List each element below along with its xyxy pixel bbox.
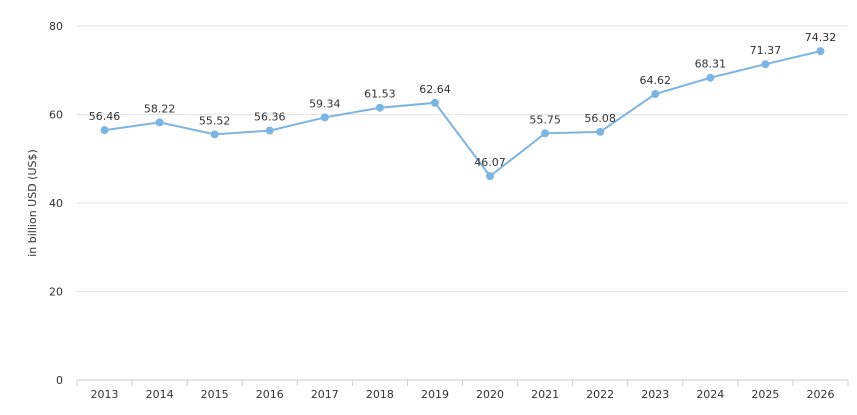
y-tick-label: 0 bbox=[56, 374, 63, 387]
y-axis-ticks: 0 20 40 60 80 bbox=[49, 20, 63, 387]
x-tick-label: 2017 bbox=[311, 388, 339, 401]
data-label: 56.46 bbox=[89, 110, 121, 123]
x-tick-label: 2015 bbox=[201, 388, 229, 401]
data-label: 62.64 bbox=[419, 83, 451, 96]
x-tick-label: 2020 bbox=[476, 388, 504, 401]
y-axis-label: in billion USD (US$) bbox=[26, 149, 39, 257]
x-axis-ticks: 2013 2014 2015 2016 2017 2018 2019 2020 2021 2022… bbox=[76, 380, 849, 401]
y-tick-label: 40 bbox=[49, 197, 63, 210]
data-label: 55.75 bbox=[529, 113, 561, 126]
x-tick-label: 2016 bbox=[256, 388, 284, 401]
data-label: 61.53 bbox=[364, 88, 396, 101]
data-point[interactable] bbox=[320, 113, 329, 122]
x-tick-label: 2022 bbox=[586, 388, 614, 401]
data-point[interactable] bbox=[486, 172, 495, 181]
x-tick-label: 2026 bbox=[806, 388, 834, 401]
data-label: 55.52 bbox=[199, 114, 231, 127]
data-point[interactable] bbox=[816, 47, 825, 56]
x-tick-label: 2023 bbox=[641, 388, 669, 401]
series-group bbox=[104, 50, 821, 178]
data-point[interactable] bbox=[761, 60, 770, 69]
x-tick-label: 2018 bbox=[366, 388, 394, 401]
data-label: 58.22 bbox=[144, 102, 176, 115]
data-point[interactable] bbox=[430, 98, 439, 107]
y-tick-label: 60 bbox=[49, 109, 63, 122]
x-tick-label: 2019 bbox=[421, 388, 449, 401]
data-point[interactable] bbox=[706, 73, 715, 82]
data-point[interactable] bbox=[100, 126, 109, 135]
y-tick-label: 80 bbox=[49, 20, 63, 33]
data-label: 74.32 bbox=[805, 31, 837, 44]
data-point[interactable] bbox=[651, 90, 660, 99]
data-label: 56.08 bbox=[584, 112, 616, 125]
x-tick-label: 2014 bbox=[146, 388, 174, 401]
data-label: 46.07 bbox=[474, 156, 506, 169]
data-label: 56.36 bbox=[254, 111, 286, 124]
data-point[interactable] bbox=[210, 130, 219, 139]
data-label: 59.34 bbox=[309, 97, 341, 110]
series-line bbox=[104, 50, 821, 178]
data-point[interactable] bbox=[265, 126, 274, 135]
x-tick-label: 2013 bbox=[91, 388, 119, 401]
x-tick-label: 2021 bbox=[531, 388, 559, 401]
data-points bbox=[100, 47, 825, 181]
gridlines bbox=[77, 25, 848, 292]
data-point[interactable] bbox=[375, 103, 384, 112]
x-tick-label: 2024 bbox=[696, 388, 724, 401]
data-point[interactable] bbox=[155, 118, 164, 127]
x-tick-label: 2025 bbox=[751, 388, 779, 401]
data-label: 71.37 bbox=[750, 44, 782, 57]
data-point[interactable] bbox=[541, 129, 550, 138]
data-label: 64.62 bbox=[640, 74, 672, 87]
y-tick-label: 20 bbox=[49, 286, 63, 299]
data-point[interactable] bbox=[596, 127, 605, 136]
data-label: 68.31 bbox=[695, 58, 727, 71]
data-labels: 56.46 58.22 55.52 56.36 59.34 61.53 62.64 46.07… bbox=[89, 31, 836, 169]
